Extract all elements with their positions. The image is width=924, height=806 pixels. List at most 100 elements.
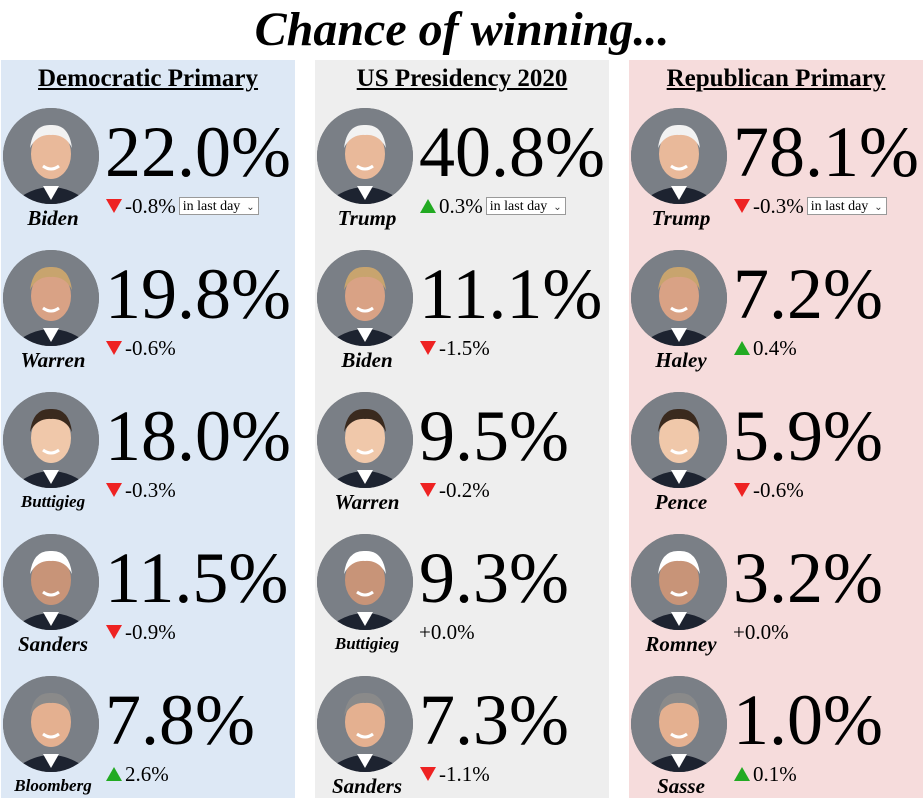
win-percentage: 19.8% xyxy=(105,254,291,334)
change-value: +0.0% xyxy=(419,620,475,644)
candidate-haley: Haley 7.2% 0.4% xyxy=(629,250,923,380)
candidate-name: Bloomberg xyxy=(14,776,92,795)
candidate-photo xyxy=(317,676,413,772)
change-text: 0.3% xyxy=(439,194,483,218)
candidate-name: Romney xyxy=(645,632,717,656)
candidate-photo xyxy=(3,108,99,204)
candidate-photo xyxy=(317,250,413,346)
change-value: +0.0% xyxy=(733,620,789,644)
candidate-name: Buttigieg xyxy=(20,492,86,511)
candidate-sasse: Sasse 1.0% 0.1% xyxy=(629,676,923,806)
win-percentage: 9.5% xyxy=(419,396,569,476)
change-text: 0.4% xyxy=(753,336,797,360)
win-percentage: 40.8% xyxy=(419,112,605,192)
candidate-name: Buttigieg xyxy=(334,634,400,653)
arrow-down-icon xyxy=(419,766,437,782)
candidate-photo xyxy=(631,534,727,630)
candidate-bloomberg: Bloomberg 7.8% 2.6% xyxy=(1,676,295,806)
arrow-down-icon xyxy=(105,482,123,498)
candidate-buttigieg: Buttigieg 9.3% +0.0% xyxy=(315,534,609,664)
candidate-warren: Warren 19.8% -0.6% xyxy=(1,250,295,380)
candidate-photo xyxy=(3,250,99,346)
change-text: -0.8% xyxy=(125,194,176,218)
candidate-photo xyxy=(3,676,99,772)
candidate-name: Sanders xyxy=(331,774,403,798)
change-text: -0.9% xyxy=(125,620,176,644)
candidate-name: Trump xyxy=(337,206,397,230)
candidate-sanders: Sanders 7.3% -1.1% xyxy=(315,676,609,806)
candidate-name: Trump xyxy=(651,206,711,230)
column-title: US Presidency 2020 xyxy=(356,65,568,92)
arrow-down-icon xyxy=(419,482,437,498)
change-value: -0.3% xyxy=(105,478,176,502)
chevron-down-icon: ⌄ xyxy=(246,202,255,213)
period-select[interactable]: in last day ⌄ xyxy=(806,197,887,215)
candidate-biden: Biden 22.0% -0.8% in last day ⌄ xyxy=(1,108,295,238)
candidate-pence: Pence 5.9% -0.6% xyxy=(629,392,923,522)
page-title: Chance of winning... xyxy=(254,3,670,56)
win-percentage: 5.9% xyxy=(733,396,883,476)
candidate-name: Biden xyxy=(341,348,393,372)
arrow-down-icon xyxy=(733,482,751,498)
candidate-photo xyxy=(631,676,727,772)
candidate-photo xyxy=(631,108,727,204)
period-select-value: in last day xyxy=(489,199,548,214)
change-text: -1.1% xyxy=(439,762,490,786)
period-select[interactable]: in last day ⌄ xyxy=(485,197,566,215)
candidate-name: Warren xyxy=(334,490,400,514)
change-text: +0.0% xyxy=(733,620,789,644)
win-percentage: 9.3% xyxy=(419,538,569,618)
win-percentage: 3.2% xyxy=(733,538,883,618)
chevron-down-icon: ⌄ xyxy=(874,202,883,213)
candidate-name: Biden xyxy=(27,206,79,230)
candidate-photo xyxy=(3,534,99,630)
arrow-up-icon xyxy=(105,766,123,782)
change-value: 2.6% xyxy=(105,762,169,786)
candidate-photo xyxy=(317,108,413,204)
change-text: -0.2% xyxy=(439,478,490,502)
change-value: -1.5% xyxy=(419,336,490,360)
win-percentage: 11.5% xyxy=(105,538,289,618)
candidate-warren: Warren 9.5% -0.2% xyxy=(315,392,609,522)
change-value: 0.3% in last day ⌄ xyxy=(419,194,566,218)
win-percentage: 7.2% xyxy=(733,254,883,334)
candidate-sanders: Sanders 11.5% -0.9% xyxy=(1,534,295,664)
change-value: -1.1% xyxy=(419,762,490,786)
change-text: 0.1% xyxy=(753,762,797,786)
arrow-down-icon xyxy=(105,340,123,356)
republican-primary-column: Republican Primary Trump 78.1% -0.3% in last… xyxy=(629,60,923,798)
period-select[interactable]: in last day ⌄ xyxy=(178,197,259,215)
candidate-photo xyxy=(317,534,413,630)
candidate-trump: Trump 40.8% 0.3% in last day ⌄ xyxy=(315,108,609,238)
win-percentage: 78.1% xyxy=(733,112,919,192)
change-value: -0.3% in last day ⌄ xyxy=(733,194,887,218)
column-title: Democratic Primary xyxy=(37,65,259,92)
candidate-name: Sasse xyxy=(657,774,705,798)
win-percentage: 7.8% xyxy=(105,680,255,760)
change-text: +0.0% xyxy=(419,620,475,644)
change-value: 0.1% xyxy=(733,762,797,786)
candidate-romney: Romney 3.2% +0.0% xyxy=(629,534,923,664)
win-percentage: 7.3% xyxy=(419,680,569,760)
change-text: -1.5% xyxy=(439,336,490,360)
change-text: -0.3% xyxy=(753,194,804,218)
arrow-up-icon xyxy=(419,198,437,214)
change-value: -0.9% xyxy=(105,620,176,644)
candidate-name: Pence xyxy=(654,490,708,514)
candidate-photo xyxy=(631,392,727,488)
us-presidency-column: US Presidency 2020 Trump 40.8% 0.3% in last … xyxy=(315,60,609,798)
candidate-name: Sanders xyxy=(17,632,89,656)
win-percentage: 1.0% xyxy=(733,680,883,760)
change-text: -0.6% xyxy=(753,478,804,502)
win-percentage: 22.0% xyxy=(105,112,291,192)
candidate-name: Warren xyxy=(20,348,86,372)
arrow-up-icon xyxy=(733,340,751,356)
candidate-biden: Biden 11.1% -1.5% xyxy=(315,250,609,380)
win-percentage: 18.0% xyxy=(105,396,291,476)
period-select-value: in last day xyxy=(182,199,241,214)
democratic-primary-column: Democratic Primary Biden 22.0% -0.8% in last… xyxy=(1,60,295,798)
candidate-name: Haley xyxy=(655,348,707,372)
change-text: 2.6% xyxy=(125,762,169,786)
change-text: -0.6% xyxy=(125,336,176,360)
change-value: -0.2% xyxy=(419,478,490,502)
